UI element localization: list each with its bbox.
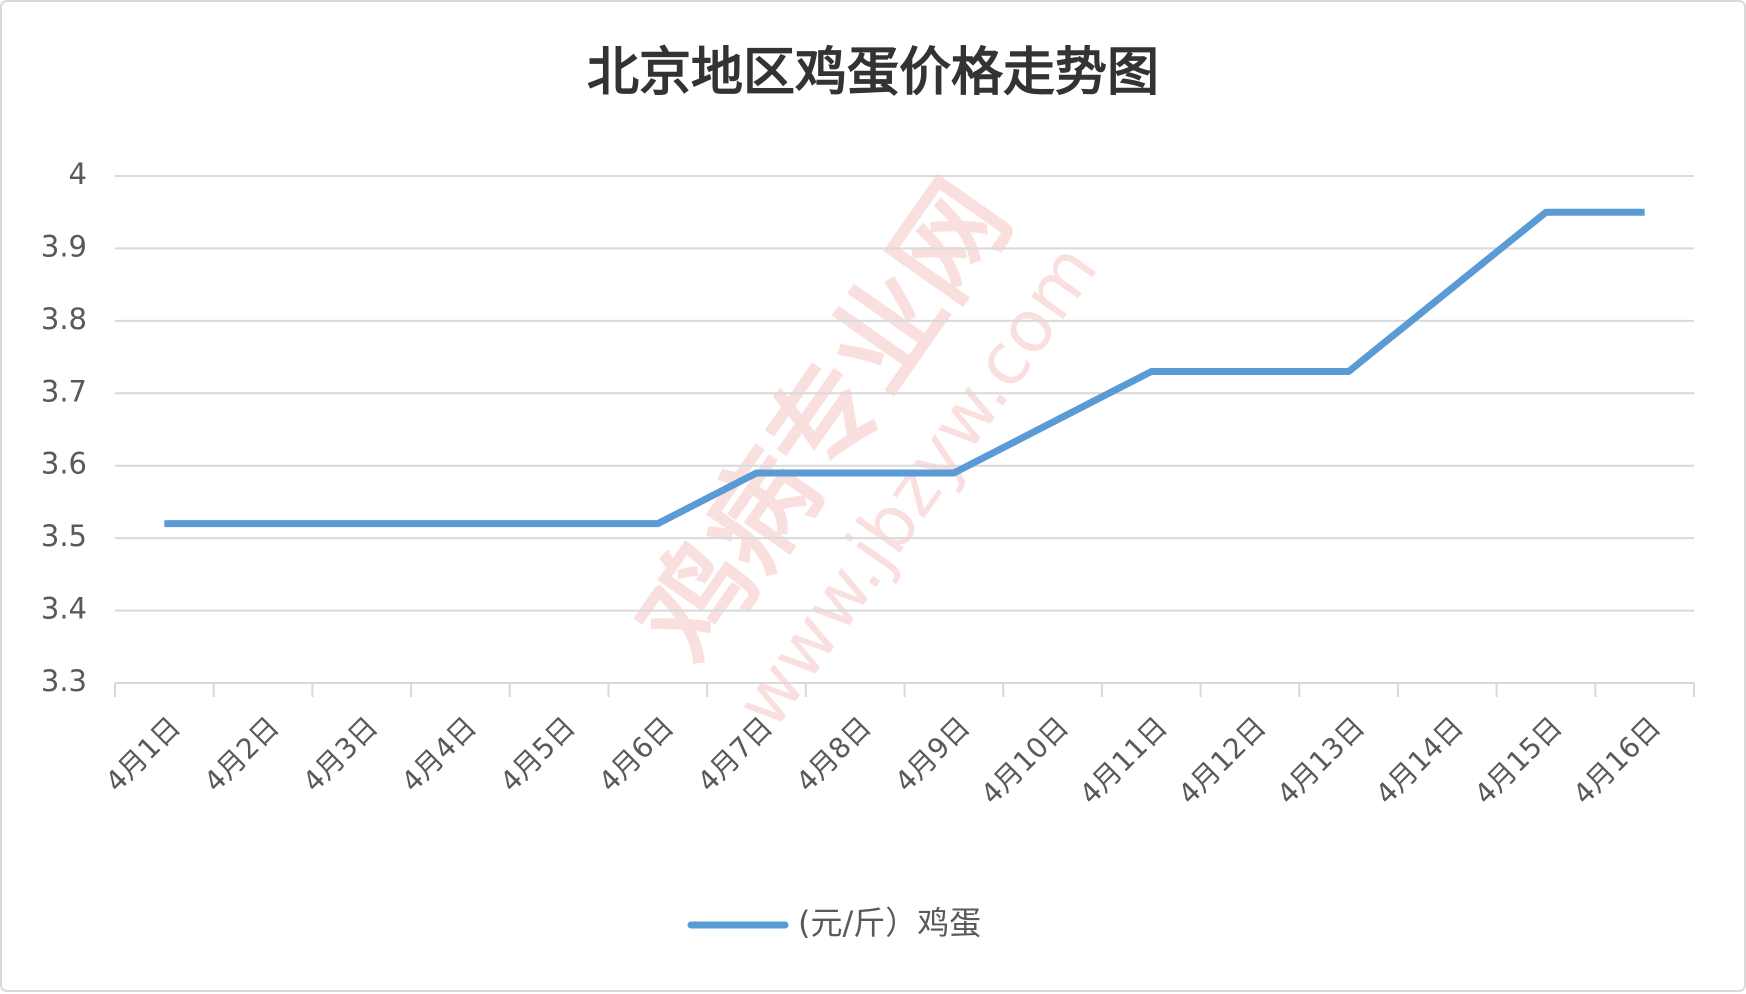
y-tick-label: 3.5 (41, 519, 87, 553)
y-tick-label: 4 (69, 157, 87, 191)
y-tick-label: 3.6 (41, 447, 87, 481)
y-tick-label: 3.4 (41, 592, 87, 626)
y-tick-label: 3.7 (41, 374, 87, 408)
chart-title: 北京地区鸡蛋价格走势图 (587, 43, 1159, 103)
legend-label: (元/斤）鸡蛋 (798, 904, 981, 942)
y-tick-label: 3.8 (41, 302, 87, 336)
line-series (164, 208, 1645, 528)
y-tick-label: 3.3 (41, 664, 87, 698)
y-tick-label: 3.9 (41, 229, 87, 263)
